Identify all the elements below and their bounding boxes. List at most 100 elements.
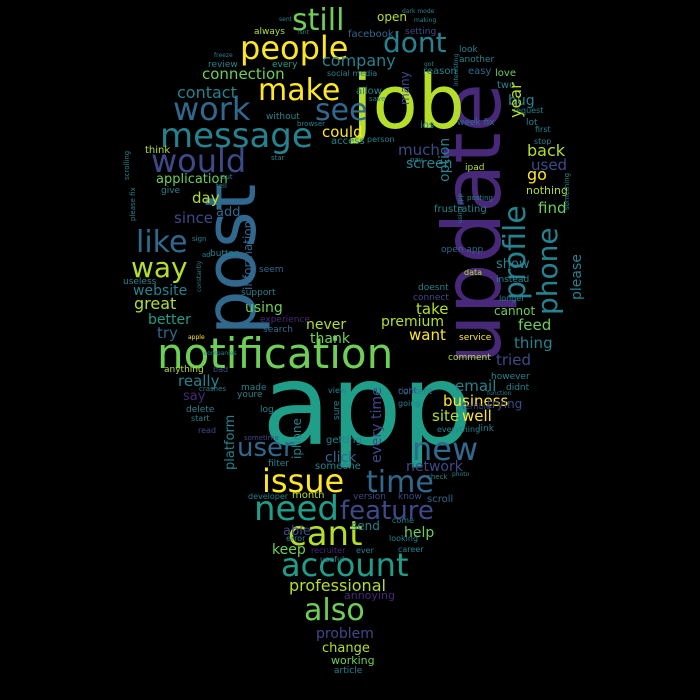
word-like: like [136,225,187,260]
word-week-fix: week fix [457,118,495,128]
word-well: well [462,407,492,425]
word-crashes: crashes [199,385,226,393]
word-still: still [292,3,344,38]
word-going: going [398,399,420,408]
word-year: year [506,82,525,118]
word-instead: instead [496,275,529,285]
word-never: never [306,317,346,333]
word-work: work [173,90,251,128]
word-love: love [495,68,516,79]
word-think: think [145,145,170,156]
word-please-fix: please fix [129,187,137,221]
word-another: another [459,55,494,65]
word-see: see [315,93,368,128]
word-click: click [325,450,357,466]
word-message: message [160,116,313,156]
word-everything: everything [437,425,480,434]
word-posting: posting [467,194,493,202]
word-freeze: freeze [214,52,233,59]
word-error: error [286,534,306,543]
word-thank: thank [310,331,351,347]
word-lot: lot [526,118,538,128]
word-ipad: ipad [465,163,484,173]
word-useful: useful [320,555,344,564]
word-companies: companies [204,350,237,357]
word-scrolling: scrolling [123,151,131,180]
word-option: option [437,138,453,182]
word-recruiter: recruiter [311,546,346,555]
word-reason: reason [423,66,457,77]
word-developer: developer [248,492,289,501]
word-connection: connection [202,65,285,83]
word-say: say [183,389,206,404]
word-job: job [350,60,465,146]
word-filter: filter [268,459,289,469]
word-comment: comment [448,353,491,363]
word-got: got [424,61,434,68]
word-annoying: annoying [344,589,395,602]
word-constantly: constantly [196,260,203,292]
word-day: day [192,189,220,207]
word-sign: sign [192,235,206,243]
word-used: used [531,156,567,174]
word-please: please [569,254,585,300]
word-many: many [398,71,412,105]
word-people: people [240,29,348,67]
word-photo: photo [452,471,470,478]
word-two: two [497,80,515,91]
word-data: data [464,268,482,277]
word-want: want [409,326,446,344]
word-seem: seem [259,265,284,275]
word-right: right [398,386,417,395]
word-application: application [156,172,228,187]
word-article: article [334,666,363,676]
word-problem: problem [316,626,374,642]
word-isnt: isnt [298,29,310,36]
word-working: working [331,654,375,667]
word-connect: connect [413,293,449,303]
word-ad: ad [202,251,211,259]
word-feed: feed [518,316,551,334]
word-every: every [272,60,298,70]
word-looking: looking [389,534,418,543]
word-account: account [281,546,408,584]
word-user: user [237,433,294,463]
word-would: would [151,142,246,180]
word-always: always [254,27,285,37]
word-open: open [377,10,407,24]
word-button: button [210,249,240,259]
word-issue: issue [262,462,344,500]
word-terrible: terrible [462,402,491,411]
word-allow: allow [356,86,382,97]
word-something: something [563,173,571,210]
word-post: post [190,184,272,335]
word-star: star [271,154,285,162]
word-apple: apple [188,334,205,341]
word-save: save [369,95,385,103]
word-bad: bad [213,365,228,374]
word-look: look [459,45,479,55]
word-browser: browser [297,120,325,128]
word-come: come [392,516,414,525]
word-phone: phone [531,227,564,315]
word-able: able [283,524,311,539]
word-request: request [513,106,543,115]
word-person: person [367,135,394,144]
word-contact: contact [177,83,237,102]
word-new: new [412,430,478,468]
word-could: could [322,123,363,141]
word-version: version [353,492,386,502]
word-someone: someone [315,461,361,472]
word-site: site [432,407,459,425]
word-month: month [292,490,324,501]
word-social-media: social media [327,69,377,78]
word-facebook: facebook [348,29,394,40]
word-much: much [398,141,440,159]
word-website: website [133,283,187,299]
word-send: send [351,519,380,533]
word-email: email [455,377,496,395]
word-business: business [443,392,509,410]
word-show: show [496,257,530,272]
